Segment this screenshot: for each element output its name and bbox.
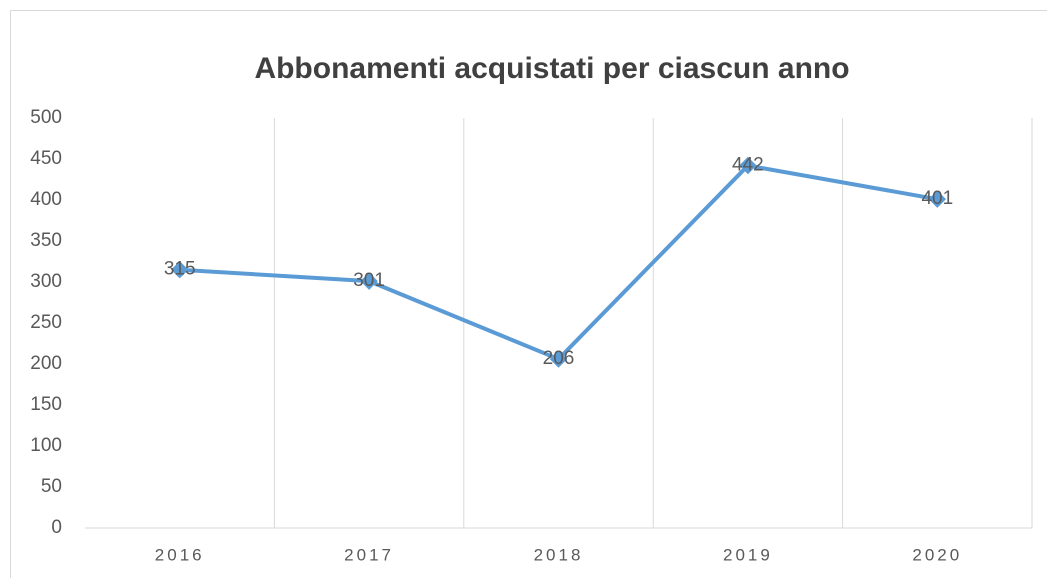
y-tick-label: 450: [30, 148, 62, 169]
x-tick-label: 2020: [912, 545, 962, 564]
y-tick-label: 50: [41, 476, 62, 497]
y-tick-label: 150: [30, 394, 62, 415]
chart-title: Abbonamenti acquistati per ciascun anno: [254, 52, 849, 85]
y-tick-label: 500: [30, 107, 62, 128]
y-tick-label: 100: [30, 435, 62, 456]
marker: [170, 260, 189, 279]
marker: [360, 272, 378, 290]
data-label: 401: [921, 188, 953, 209]
data-label: 315: [164, 259, 196, 280]
x-tick-label: 2018: [534, 545, 584, 564]
data-label: 301: [353, 270, 385, 291]
y-tick-label: 400: [30, 189, 62, 210]
y-tick-label: 300: [30, 271, 62, 292]
y-tick-label: 250: [30, 312, 62, 333]
y-tick-label: 0: [51, 517, 62, 538]
data-label: 442: [732, 155, 764, 176]
data-label: 206: [543, 348, 575, 369]
marker: [739, 156, 757, 175]
x-tick-label: 2019: [723, 545, 773, 564]
y-tick-label: 200: [30, 353, 62, 374]
y-tick-label: 350: [30, 230, 62, 251]
marker: [928, 190, 947, 208]
x-tick-label: 2016: [155, 545, 205, 564]
marker: [549, 350, 568, 368]
chart-border: [10, 10, 1047, 578]
x-tick-label: 2017: [344, 545, 394, 564]
